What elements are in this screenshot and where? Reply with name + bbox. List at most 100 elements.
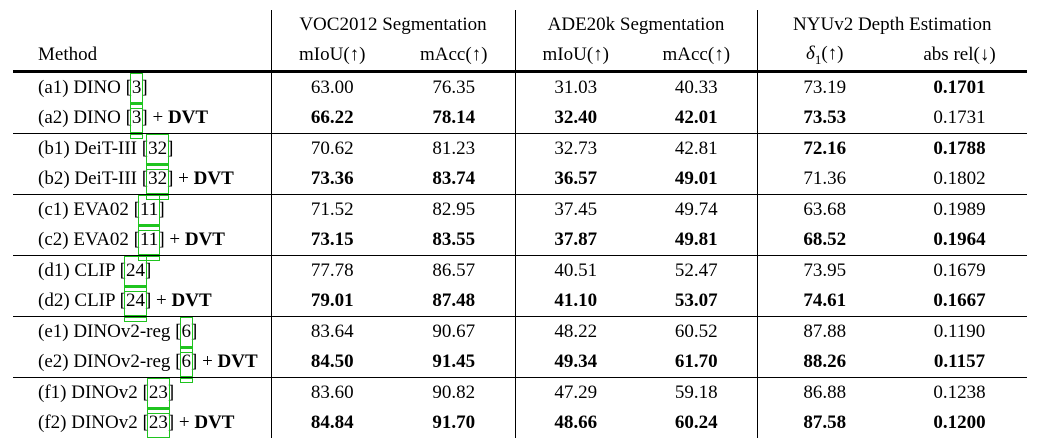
- table-row: (c2) EVA02 [11] + DVT 73.15 83.55 37.87 49.8…: [13, 225, 1027, 256]
- col-group-ade20k: ADE20k Segmentation: [514, 10, 758, 40]
- metric-value: 32.73: [514, 133, 637, 164]
- table-row: (d2) CLIP [24] + DVT 79.01 87.48 41.10 53.07…: [13, 286, 1027, 317]
- citation-link[interactable]: 11: [140, 199, 159, 220]
- metric-value: 78.14: [432, 107, 476, 128]
- header-absrel: abs rel(↓): [892, 40, 1028, 73]
- metric-value: 0.1731: [933, 107, 986, 128]
- method-cell: (e2) DINOv2-reg [6] + DVT: [13, 347, 271, 378]
- table-row: (f1) DINOv2 [23] 83.60 90.82 47.29 59.18 86.8…: [13, 377, 1028, 408]
- citation-link[interactable]: 6: [181, 321, 192, 342]
- metric-value: 32.40: [514, 103, 637, 134]
- metric-value: 60.24: [674, 412, 718, 433]
- dvt-suffix: DVT: [193, 168, 234, 189]
- citation-link[interactable]: 3: [131, 107, 142, 128]
- metric-value: 61.70: [674, 351, 718, 372]
- dvt-suffix: DVT: [171, 290, 212, 311]
- metric-value: 83.55: [432, 229, 476, 250]
- citation-link[interactable]: 23: [148, 382, 168, 403]
- col-group-voc2012: VOC2012 Segmentation: [270, 10, 516, 40]
- delta-arrow: (↑): [821, 42, 844, 64]
- metric-value: 0.1190: [892, 316, 1028, 347]
- method-header-spacer: [13, 10, 271, 40]
- metric-value: 0.1802: [933, 168, 986, 189]
- method-label-post: ] +: [144, 290, 172, 311]
- metric-value: 40.33: [674, 77, 718, 98]
- dvt-suffix: DVT: [184, 229, 225, 250]
- metric-value: 74.61: [756, 286, 893, 317]
- method-label-post: ] +: [141, 107, 168, 128]
- metric-value: 91.70: [432, 412, 476, 433]
- metric-value: 59.18: [636, 377, 758, 408]
- metric-value: 53.07: [674, 290, 718, 311]
- metric-value: 83.74: [432, 168, 476, 189]
- method-cell: (f2) DINOv2 [23] + DVT: [13, 408, 271, 438]
- citation-link[interactable]: 32: [148, 138, 168, 159]
- metric-value: 71.52: [270, 194, 393, 225]
- citation-link[interactable]: 23: [148, 412, 168, 433]
- table-row: (a1) DINO [3] 63.00 76.35 31.03 40.33 73.19 0.…: [13, 71, 1027, 104]
- metric-value: 42.01: [674, 107, 718, 128]
- metric-value: 40.51: [514, 255, 637, 286]
- delta-subscript: 1: [814, 51, 822, 67]
- metric-value: 73.53: [756, 103, 893, 134]
- table-row: (e1) DINOv2-reg [6] 83.64 90.67 48.22 60.52 8…: [13, 316, 1028, 347]
- method-header: Method: [13, 40, 271, 73]
- col-group-nyuv2: NYUv2 Depth Estimation: [756, 10, 1028, 40]
- dvt-suffix: DVT: [194, 412, 235, 433]
- method-label-post: ]: [144, 260, 152, 281]
- table-row: (b1) DeiT-III [32] 70.62 81.23 32.73 42.81 72…: [13, 133, 1028, 164]
- citation-link[interactable]: 6: [181, 351, 192, 372]
- method-cell: (c1) EVA02 [11]: [13, 194, 271, 225]
- metric-value: 49.81: [674, 229, 718, 250]
- metric-value: 73.36: [270, 164, 393, 195]
- method-label: (e1) DINOv2-reg [: [38, 321, 182, 342]
- dvt-suffix: DVT: [217, 351, 258, 372]
- method-label: (d1) CLIP [: [38, 260, 126, 281]
- dvt-suffix: DVT: [167, 107, 209, 128]
- metric-value: 90.67: [393, 316, 516, 347]
- citation-link[interactable]: 3: [131, 77, 142, 98]
- metric-value: 83.64: [270, 316, 393, 347]
- results-table: VOC2012 Segmentation ADE20k Segmentation…: [13, 10, 1028, 438]
- metric-value: 42.81: [636, 133, 758, 164]
- method-cell: (b2) DeiT-III [32] + DVT: [13, 164, 271, 195]
- method-cell: (e1) DINOv2-reg [6]: [13, 316, 271, 347]
- metric-value: 0.1238: [892, 377, 1028, 408]
- method-label: (b2) DeiT-III [: [38, 168, 149, 189]
- metric-value: 73.95: [756, 255, 893, 286]
- method-label: (f2) DINOv2 [: [38, 412, 149, 433]
- metric-value: 47.29: [514, 377, 637, 408]
- metric-value: 0.1157: [933, 351, 986, 372]
- metric-value: 0.1964: [933, 229, 986, 250]
- metric-value: 66.22: [270, 103, 393, 134]
- metric-value: 49.74: [636, 194, 758, 225]
- citation-link[interactable]: 24: [125, 260, 145, 281]
- metric-value: 73.19: [756, 71, 893, 103]
- table-row: (a2) DINO [3] + DVT 66.22 78.14 32.40 42.01 7…: [13, 103, 1027, 134]
- table-row: (f2) DINOv2 [23] + DVT 84.84 91.70 48.66 60.…: [13, 408, 1027, 438]
- method-label: (c2) EVA02 [: [38, 229, 141, 250]
- citation-link[interactable]: 24: [125, 290, 145, 311]
- metric-value: 73.15: [270, 225, 393, 256]
- method-label-post: ] +: [167, 168, 194, 189]
- metric-value: 49.34: [514, 347, 637, 378]
- metric-value: 37.87: [514, 225, 637, 256]
- metric-value: 0.1679: [892, 255, 1028, 286]
- metric-value: 0.1200: [933, 412, 986, 433]
- method-label-post: ]: [167, 382, 175, 403]
- metric-value: 41.10: [514, 286, 637, 317]
- method-label-post: ]: [158, 199, 165, 220]
- metric-value: 0.1989: [892, 194, 1028, 225]
- citation-link[interactable]: 32: [148, 168, 168, 189]
- metric-value: 72.16: [756, 133, 893, 164]
- metric-value: 0.1667: [933, 290, 986, 311]
- metric-value: 0.1788: [892, 133, 1028, 164]
- metric-value: 36.57: [514, 164, 637, 195]
- citation-link[interactable]: 11: [140, 229, 159, 250]
- method-cell: (a1) DINO [3]: [13, 72, 271, 104]
- table-row: (d1) CLIP [24] 77.78 86.57 40.51 52.47 73.95 0…: [13, 255, 1028, 286]
- metric-value: 86.88: [756, 377, 893, 408]
- header-voc-macc: mAcc(↑): [393, 40, 516, 73]
- metric-value: 90.82: [393, 377, 516, 408]
